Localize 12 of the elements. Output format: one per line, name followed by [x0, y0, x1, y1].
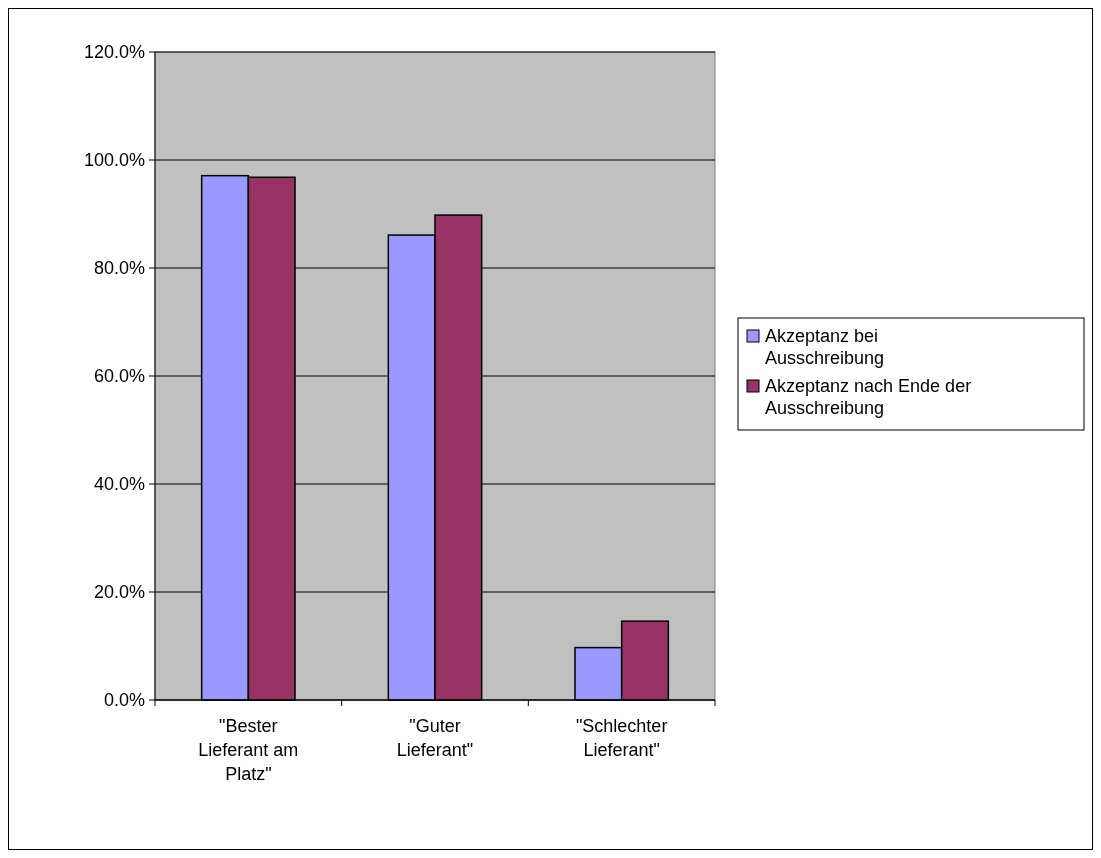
y-tick-label: 120.0% [83, 42, 145, 63]
legend-label: Akzeptanz bei Ausschreibung [765, 326, 885, 368]
legend-label: Akzeptanz nach Ende der Ausschreibung [765, 376, 972, 418]
y-tick-label: 20.0% [93, 582, 145, 603]
y-tick-label: 0.0% [103, 690, 145, 711]
x-tick-label: "Guter Lieferant" [396, 716, 474, 760]
y-tick-label: 80.0% [93, 258, 145, 279]
y-tick-label: 100.0% [83, 150, 145, 171]
y-tick-label: 40.0% [93, 474, 145, 495]
x-tick-label: "Bester Lieferant am Platz" [198, 716, 299, 784]
x-tick-label: "Schlechter Lieferant" [575, 716, 668, 760]
y-tick-label: 60.0% [93, 366, 145, 387]
